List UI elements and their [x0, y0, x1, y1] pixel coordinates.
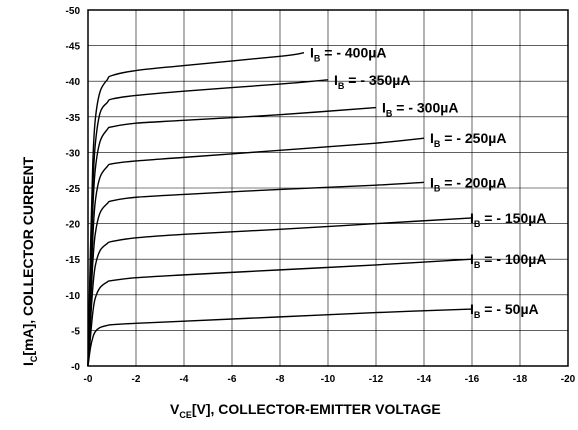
x-tick-label-8: -16: [465, 374, 480, 385]
series-line-7: [87, 52, 305, 367]
y-tick-label-10: -50: [66, 6, 81, 17]
y-tick-label-9: -45: [66, 42, 81, 53]
x-tick-label-4: -8: [276, 374, 285, 385]
x-tick-label-7: -14: [417, 374, 432, 385]
x-tick-label-9: -18: [513, 374, 528, 385]
y-tick-label-2: -10: [66, 291, 81, 302]
series-line-3: [87, 181, 425, 367]
y-axis-label: IC[mA], COLLECTOR CURRENT: [20, 156, 39, 366]
x-tick-labels: -0 -2 -4 -6 -8 -10 -12 -14 -16 -18 -20: [84, 374, 576, 385]
series-label-0: IB = - 50µA: [470, 301, 539, 320]
y-tick-label-7: -35: [66, 113, 81, 124]
x-tick-label-10: -20: [561, 374, 576, 385]
y-tick-label-0: -0: [71, 362, 80, 373]
x-tick-label-5: -10: [321, 374, 336, 385]
curves: [87, 52, 473, 367]
y-tick-label-1: -5: [71, 326, 80, 337]
x-tick-label-6: -12: [369, 374, 384, 385]
series-label-4: IB = - 250µA: [430, 130, 506, 149]
y-tick-label-3: -15: [66, 255, 81, 266]
series-line-2: [87, 217, 473, 367]
x-tick-label-2: -4: [180, 374, 189, 385]
curve-labels: IB = - 50µA IB = - 100µA IB = - 150µA IB = …: [310, 45, 546, 320]
series-label-7: IB = - 400µA: [310, 45, 386, 64]
series-line-0: [87, 308, 473, 367]
y-tick-label-5: -25: [66, 184, 81, 195]
x-tick-label-3: -6: [228, 374, 237, 385]
y-tick-label-4: -20: [66, 220, 81, 231]
y-tick-label-6: -30: [66, 148, 81, 159]
series-label-5: IB = - 300µA: [382, 100, 458, 119]
x-tick-label-0: -0: [84, 374, 93, 385]
plot-frame: [87, 9, 569, 367]
series-label-1: IB = - 100µA: [470, 251, 546, 270]
y-tick-labels: -0 -5 -10 -15 -20 -25 -30 -35 -40 -45 -50: [66, 6, 81, 373]
series-line-6: [87, 79, 329, 367]
series-label-6: IB = - 350µA: [334, 72, 410, 91]
series-line-1: [87, 258, 473, 367]
series-line-4: [87, 137, 425, 367]
x-tick-label-1: -2: [132, 374, 141, 385]
series-label-3: IB = - 200µA: [430, 174, 506, 193]
series-label-2: IB = - 150µA: [470, 210, 546, 229]
y-tick-label-8: -40: [66, 77, 81, 88]
x-axis-label: VCE[V], COLLECTOR-EMITTER VOLTAGE: [170, 401, 441, 420]
